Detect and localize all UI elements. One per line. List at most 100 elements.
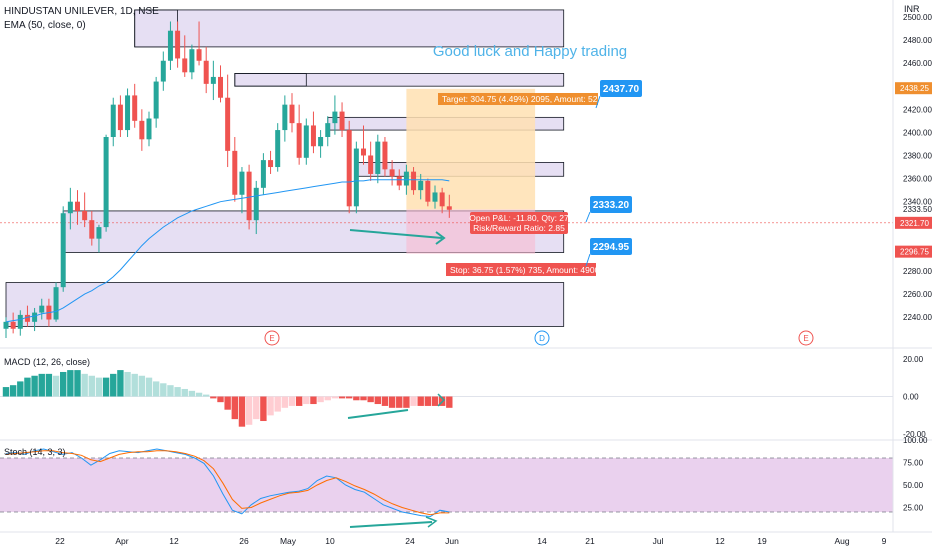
candle[interactable] (310, 111, 316, 154)
macd-bar[interactable] (331, 396, 339, 399)
macd-bar[interactable] (274, 396, 281, 412)
candle[interactable] (125, 88, 131, 137)
candle[interactable] (375, 134, 381, 184)
macd-bar[interactable] (338, 396, 346, 399)
macd-bar[interactable] (424, 396, 432, 406)
candle[interactable] (139, 109, 145, 151)
macd-bar[interactable] (152, 381, 160, 397)
macd-bar[interactable] (360, 396, 367, 401)
candle[interactable] (10, 312, 16, 334)
candle[interactable] (368, 141, 374, 181)
macd-bar[interactable] (381, 396, 389, 406)
macd-bar[interactable] (102, 377, 110, 397)
candle[interactable] (17, 310, 23, 336)
candle[interactable] (96, 224, 102, 253)
candle[interactable] (203, 46, 209, 94)
earnings-marker-1[interactable]: E (264, 330, 280, 346)
candle[interactable] (210, 60, 216, 101)
candle[interactable] (103, 134, 109, 232)
candle[interactable] (32, 307, 38, 332)
macd-bar[interactable] (203, 394, 210, 397)
candle[interactable] (24, 305, 30, 327)
macd-bar[interactable] (410, 396, 417, 406)
macd-bar[interactable] (145, 377, 153, 397)
macd-bar[interactable] (167, 385, 174, 397)
good-luck-annotation[interactable]: Good luck and Happy trading (433, 43, 627, 60)
stop-callout[interactable]: 2294.95 (593, 242, 630, 253)
macd-bar[interactable] (60, 371, 67, 397)
macd-bar[interactable] (195, 392, 203, 397)
dividend-marker[interactable]: D (534, 330, 550, 346)
candle[interactable] (275, 123, 281, 172)
macd-bar[interactable] (95, 377, 103, 397)
macd-bar[interactable] (346, 396, 353, 399)
candle[interactable] (82, 192, 88, 228)
macd-bar[interactable] (281, 396, 289, 408)
macd-bar[interactable] (324, 396, 331, 401)
macd-bar[interactable] (317, 396, 324, 403)
candle[interactable] (289, 93, 295, 133)
candle[interactable] (411, 167, 417, 195)
macd-bar[interactable] (403, 396, 410, 408)
candle[interactable] (439, 187, 445, 214)
macd-bar[interactable] (31, 375, 38, 397)
macd-bar[interactable] (210, 396, 217, 399)
candle[interactable] (418, 173, 424, 200)
macd-bar[interactable] (231, 396, 238, 420)
macd-bar[interactable] (117, 370, 124, 397)
candle[interactable] (225, 74, 231, 168)
macd-bar[interactable] (217, 396, 224, 403)
candle[interactable] (146, 111, 152, 147)
candle[interactable] (282, 95, 288, 142)
macd-bar[interactable] (303, 396, 310, 405)
macd-bar[interactable] (253, 396, 260, 420)
macd-bar[interactable] (181, 388, 188, 397)
candle[interactable] (189, 44, 195, 80)
entry-callout[interactable]: 2333.20 (593, 200, 630, 211)
candle[interactable] (160, 51, 166, 91)
candle[interactable] (446, 194, 452, 218)
macd-bar[interactable] (224, 396, 231, 410)
candle[interactable] (175, 21, 181, 68)
macd-bar[interactable] (81, 373, 88, 397)
candle[interactable] (3, 317, 9, 338)
macd-bar[interactable] (188, 390, 196, 397)
candle[interactable] (110, 97, 116, 147)
macd-bar[interactable] (245, 396, 253, 425)
macd-bar[interactable] (88, 375, 95, 397)
macd-bar[interactable] (288, 396, 296, 406)
candle[interactable] (75, 190, 80, 225)
macd-bar[interactable] (110, 373, 117, 397)
macd-bar[interactable] (74, 370, 81, 397)
candle[interactable] (182, 35, 188, 77)
candle[interactable] (389, 160, 395, 186)
macd-bar[interactable] (267, 396, 274, 416)
macd-bar[interactable] (2, 387, 10, 397)
macd-bar[interactable] (67, 370, 74, 397)
macd-bar[interactable] (396, 396, 403, 408)
macd-bar[interactable] (238, 396, 246, 427)
supply-demand-zone[interactable] (234, 73, 565, 87)
candle[interactable] (260, 153, 266, 195)
candle[interactable] (253, 180, 259, 235)
macd-bar[interactable] (260, 396, 267, 422)
candle[interactable] (268, 150, 274, 174)
candle[interactable] (303, 118, 309, 165)
macd-bar[interactable] (353, 396, 360, 401)
candle[interactable] (196, 21, 202, 66)
candle[interactable] (332, 95, 338, 135)
candle[interactable] (153, 76, 159, 128)
candle[interactable] (296, 104, 302, 165)
candle[interactable] (167, 21, 173, 70)
macd-bar[interactable] (417, 396, 424, 406)
macd-bar[interactable] (131, 373, 138, 397)
candle[interactable] (53, 282, 59, 322)
supply-demand-zone[interactable] (134, 9, 565, 48)
candle[interactable] (361, 125, 366, 165)
candle[interactable] (353, 141, 359, 214)
macd-bar[interactable] (388, 396, 396, 408)
macd-bar[interactable] (17, 381, 24, 397)
candle[interactable] (318, 130, 324, 158)
